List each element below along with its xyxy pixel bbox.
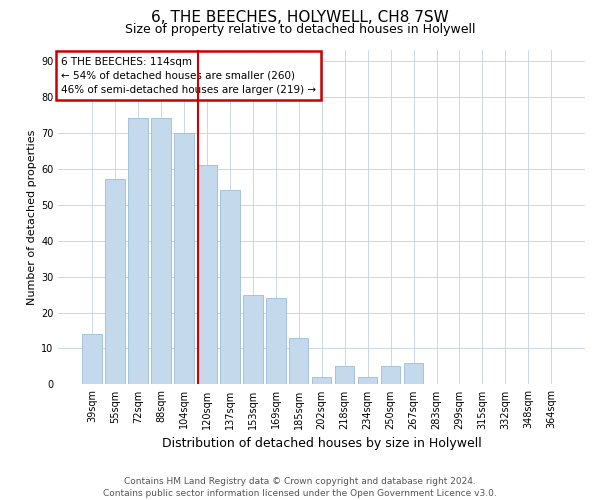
Y-axis label: Number of detached properties: Number of detached properties [27,130,37,305]
Bar [128,118,148,384]
Bar [358,377,377,384]
Text: Size of property relative to detached houses in Holywell: Size of property relative to detached ho… [125,22,475,36]
Bar [105,180,125,384]
Text: Contains HM Land Registry data © Crown copyright and database right 2024.
Contai: Contains HM Land Registry data © Crown c… [103,476,497,498]
Bar [266,298,286,384]
Bar [404,363,424,384]
Bar [335,366,355,384]
Bar [82,334,102,384]
Text: 6 THE BEECHES: 114sqm
← 54% of detached houses are smaller (260)
46% of semi-det: 6 THE BEECHES: 114sqm ← 54% of detached … [61,56,316,94]
Bar [289,338,308,384]
Bar [243,294,263,384]
Bar [220,190,239,384]
Bar [312,377,331,384]
X-axis label: Distribution of detached houses by size in Holywell: Distribution of detached houses by size … [162,437,482,450]
Text: 6, THE BEECHES, HOLYWELL, CH8 7SW: 6, THE BEECHES, HOLYWELL, CH8 7SW [151,10,449,25]
Bar [151,118,171,384]
Bar [174,132,194,384]
Bar [381,366,400,384]
Bar [197,165,217,384]
